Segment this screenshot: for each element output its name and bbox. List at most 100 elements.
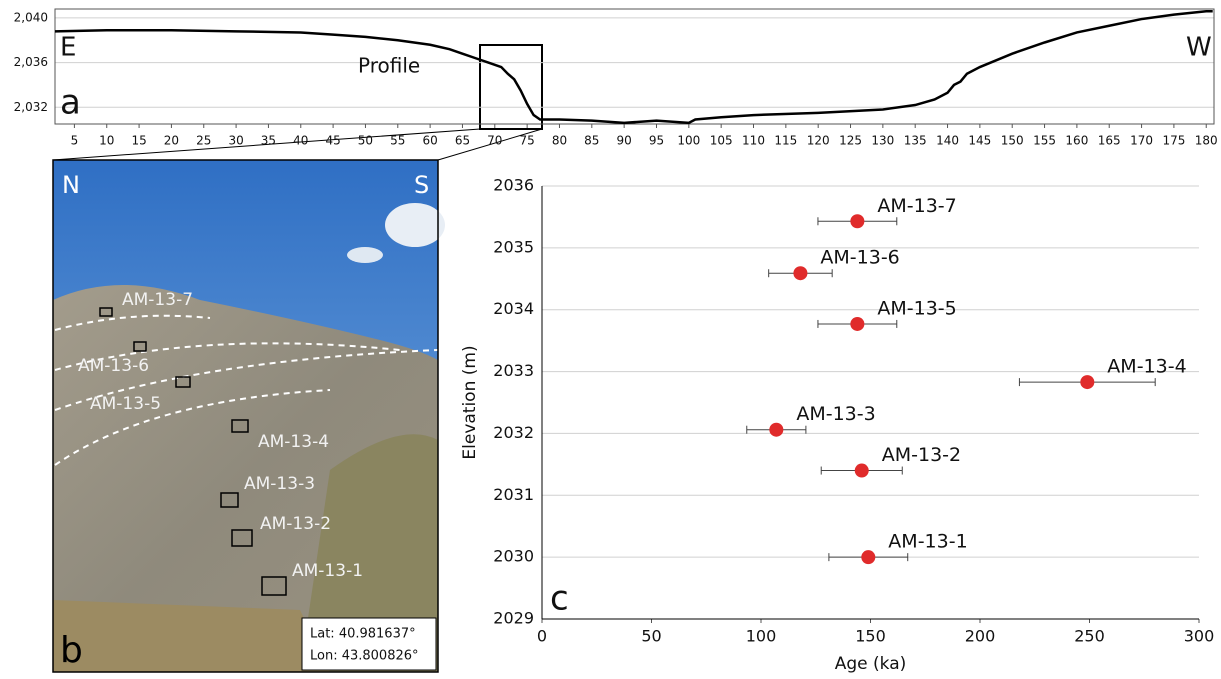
zoom-box: [479, 44, 543, 130]
x-tick-label: 140: [936, 134, 959, 148]
vegetation: [300, 434, 438, 672]
x-tick-label: 5: [71, 134, 79, 148]
cloud: [385, 203, 445, 247]
x-tick-label: 60: [422, 134, 437, 148]
x-tick-label: 80: [552, 134, 567, 148]
latitude: Lat: 40.981637°: [310, 627, 416, 642]
x-tick-label: 50: [358, 134, 373, 148]
connector: [52, 128, 481, 161]
x-tick-label: 135: [904, 134, 927, 148]
sample-label: AM-13-1: [292, 561, 363, 581]
bed-lines: [54, 314, 439, 466]
y-tick-label: 2,040: [14, 10, 48, 24]
panel-label: b: [60, 630, 83, 671]
point-label: AM-13-5: [877, 297, 956, 319]
x-tick-label: 75: [519, 134, 534, 148]
y-tick-label: 2031: [493, 485, 534, 504]
panel-label: c: [550, 579, 569, 619]
point: [769, 422, 784, 437]
profile-label: Profile: [358, 54, 420, 78]
x-tick-label: 55: [390, 134, 405, 148]
ground: [53, 600, 330, 672]
x-tick-label: 115: [774, 134, 797, 148]
y-tick-label: 2036: [493, 176, 534, 195]
point: [861, 550, 876, 565]
coord-box: [301, 617, 437, 671]
x-tick-label: 0: [537, 627, 547, 646]
plot-frame: [54, 8, 1215, 125]
south-label: S: [414, 171, 429, 199]
y-tick-label: 2029: [493, 609, 534, 628]
x-tick-label: 160: [1065, 134, 1088, 148]
connector: [437, 128, 543, 161]
x-tick-label: 35: [261, 134, 276, 148]
point: [854, 463, 869, 478]
x-tick-label: 40: [293, 134, 308, 148]
y-tick-label: 2035: [493, 237, 534, 256]
point-label: AM-13-2: [882, 444, 961, 466]
point-label: AM-13-4: [1107, 356, 1186, 378]
x-tick-label: 170: [1130, 134, 1153, 148]
x-tick-label: 120: [807, 134, 830, 148]
x-tick-label: 95: [649, 134, 664, 148]
x-tick-label: 200: [965, 627, 996, 646]
north-label: N: [62, 171, 80, 199]
point-label: AM-13-1: [888, 531, 967, 553]
y-tick-label: 2032: [493, 423, 534, 442]
x-tick-label: 25: [196, 134, 211, 148]
cloud: [347, 247, 383, 263]
x-tick-label: 150: [855, 627, 886, 646]
sample-label: AM-13-3: [244, 474, 315, 494]
x-tick-label: 165: [1098, 134, 1121, 148]
point: [850, 316, 865, 331]
point: [850, 214, 865, 229]
x-tick-label: 130: [871, 134, 894, 148]
left-label: E: [60, 33, 76, 63]
photo-panel: AM-13-7 AM-13-6 AM-13-5 AM-13-4 AM-13-3 …: [52, 159, 445, 673]
x-tick-label: 65: [455, 134, 470, 148]
sample-label: AM-13-6: [78, 356, 149, 376]
x-tick-label: 150: [1001, 134, 1024, 148]
y-axis-label: Elevation (m): [460, 345, 480, 459]
x-tick-label: 180: [1195, 134, 1218, 148]
panel-label: a: [60, 83, 81, 123]
sample-boxes: [99, 307, 287, 596]
sample-label: AM-13-7: [122, 290, 193, 310]
x-tick-label: 30: [228, 134, 243, 148]
point-label: AM-13-3: [796, 403, 875, 425]
x-tick-label: 175: [1162, 134, 1185, 148]
point: [1080, 375, 1095, 390]
x-tick-label: 90: [617, 134, 632, 148]
sample-label: AM-13-5: [90, 394, 161, 414]
x-tick-label: 10: [99, 134, 114, 148]
x-tick-label: 300: [1184, 627, 1215, 646]
x-tick-label: 125: [839, 134, 862, 148]
longitude: Lon: 43.800826°: [310, 649, 419, 664]
profile-line: [54, 9, 1213, 125]
x-tick-label: 45: [325, 134, 340, 148]
point: [793, 266, 808, 281]
x-tick-label: 145: [968, 134, 991, 148]
right-label: W: [1186, 33, 1212, 63]
x-tick-label: 105: [710, 134, 733, 148]
x-tick-label: 155: [1033, 134, 1056, 148]
y-tick-label: 2033: [493, 361, 534, 380]
sample-label: AM-13-2: [260, 514, 331, 534]
x-tick-label: 20: [164, 134, 179, 148]
x-axis-label: Age (ka): [835, 654, 907, 674]
x-tick-label: 250: [1074, 627, 1105, 646]
sample-label: AM-13-4: [258, 432, 329, 452]
y-tick-label: 2,032: [14, 100, 48, 114]
x-tick-label: 100: [677, 134, 700, 148]
x-tick-label: 70: [487, 134, 502, 148]
y-tick-label: 2030: [493, 547, 534, 566]
x-tick-label: 85: [584, 134, 599, 148]
x-tick-label: 15: [131, 134, 146, 148]
x-tick-label: 110: [742, 134, 765, 148]
y-tick-label: 2,036: [14, 55, 48, 69]
photo-frame: [52, 159, 439, 673]
y-tick-label: 2034: [493, 299, 534, 318]
point-label: AM-13-7: [877, 195, 956, 217]
